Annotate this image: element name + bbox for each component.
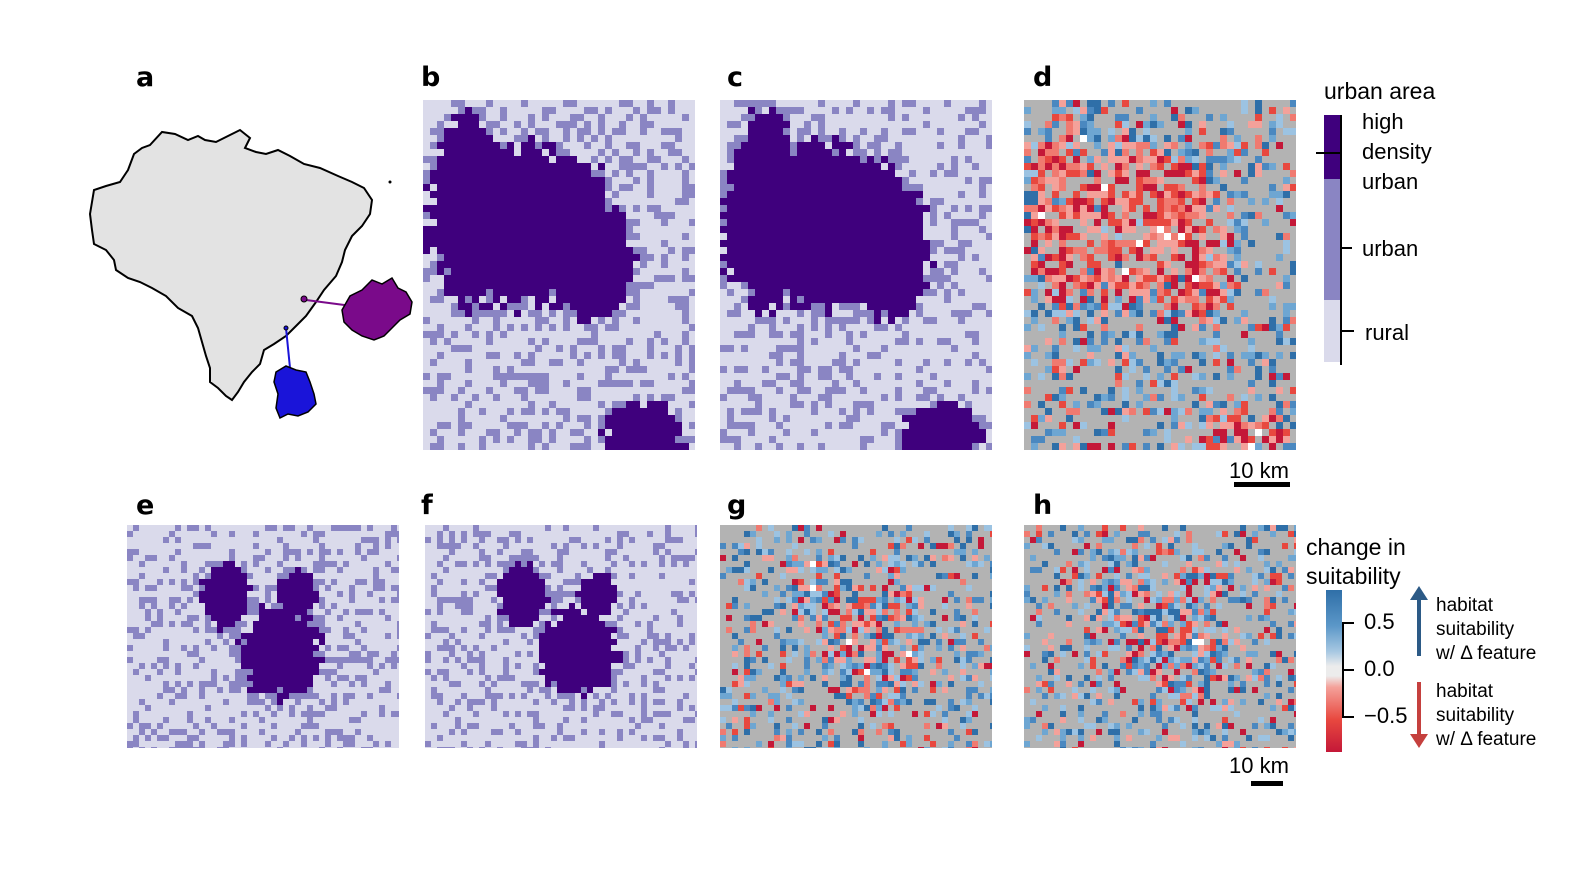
- urban-label-urban: urban: [1362, 236, 1419, 261]
- map-panel-h: [1024, 525, 1296, 748]
- brazil-map: [80, 110, 420, 430]
- change-colorbar: [1326, 590, 1342, 752]
- island-dot: [388, 180, 392, 184]
- region-blue: [273, 365, 317, 420]
- urban-tick-high: [1316, 152, 1340, 154]
- up-text-3: w/ Δ feature: [1436, 643, 1537, 664]
- urban-tick-urban: [1340, 247, 1352, 249]
- location-dot-blue: [283, 325, 289, 331]
- colorbar-rural: [1324, 300, 1340, 362]
- colorbar-high-density: [1324, 115, 1340, 179]
- up-text-2: suitability: [1436, 619, 1515, 640]
- map-panel-e: [127, 525, 399, 748]
- panel-label-c: c: [727, 62, 744, 93]
- change-tick-0.0: [1342, 669, 1354, 671]
- change-tick-label-0.5: 0.5: [1364, 609, 1395, 634]
- map-panel-g: [720, 525, 992, 748]
- panel-label-g: g: [727, 490, 747, 521]
- urban-colorbar: [1324, 115, 1340, 362]
- change-tick-neg0.5: [1342, 716, 1354, 718]
- arrow-up-icon: [1408, 586, 1430, 658]
- panel-label-f: f: [421, 490, 433, 521]
- map-panel-d: [1024, 100, 1296, 450]
- change-tick-label-0.0: 0.0: [1364, 656, 1395, 681]
- location-dot-magenta: [300, 295, 308, 303]
- change-legend-title-1: change in: [1306, 534, 1406, 560]
- map-panel-c: [720, 100, 992, 450]
- panel-label-b: b: [421, 62, 441, 93]
- urban-label-high-2: density: [1362, 139, 1432, 164]
- urban-label-rural: rural: [1365, 320, 1410, 345]
- change-legend-title-2: suitability: [1306, 563, 1401, 589]
- brazil-outline: [88, 128, 374, 402]
- scale-bar-label-top: 10 km: [1229, 458, 1289, 483]
- change-tick-0.5: [1342, 622, 1354, 624]
- connector-line-blue: [285, 327, 291, 369]
- urban-tick-rural: [1340, 330, 1354, 332]
- scale-bar-top: [1234, 482, 1290, 487]
- down-text-2: suitability: [1436, 705, 1515, 726]
- change-tick-label-neg0.5: −0.5: [1364, 703, 1408, 728]
- scale-bar-bottom: [1251, 781, 1283, 786]
- arrow-down-icon: [1408, 682, 1430, 750]
- urban-legend-axis: [1340, 115, 1342, 365]
- scale-bar-label-bottom: 10 km: [1229, 753, 1289, 778]
- down-text-3: w/ Δ feature: [1436, 729, 1537, 750]
- urban-label-high-1: high: [1362, 109, 1404, 134]
- panel-label-d: d: [1033, 62, 1053, 93]
- up-text-1: habitat: [1436, 595, 1494, 616]
- colorbar-urban: [1324, 179, 1340, 300]
- down-text-1: habitat: [1436, 681, 1494, 702]
- urban-label-high-3: urban: [1362, 169, 1419, 194]
- map-panel-b: [423, 100, 695, 450]
- urban-legend-title: urban area: [1324, 78, 1436, 104]
- region-magenta: [341, 276, 413, 341]
- panel-label-a: a: [136, 62, 155, 93]
- map-panel-f: [425, 525, 697, 748]
- panel-label-e: e: [136, 490, 155, 521]
- panel-label-h: h: [1033, 490, 1053, 521]
